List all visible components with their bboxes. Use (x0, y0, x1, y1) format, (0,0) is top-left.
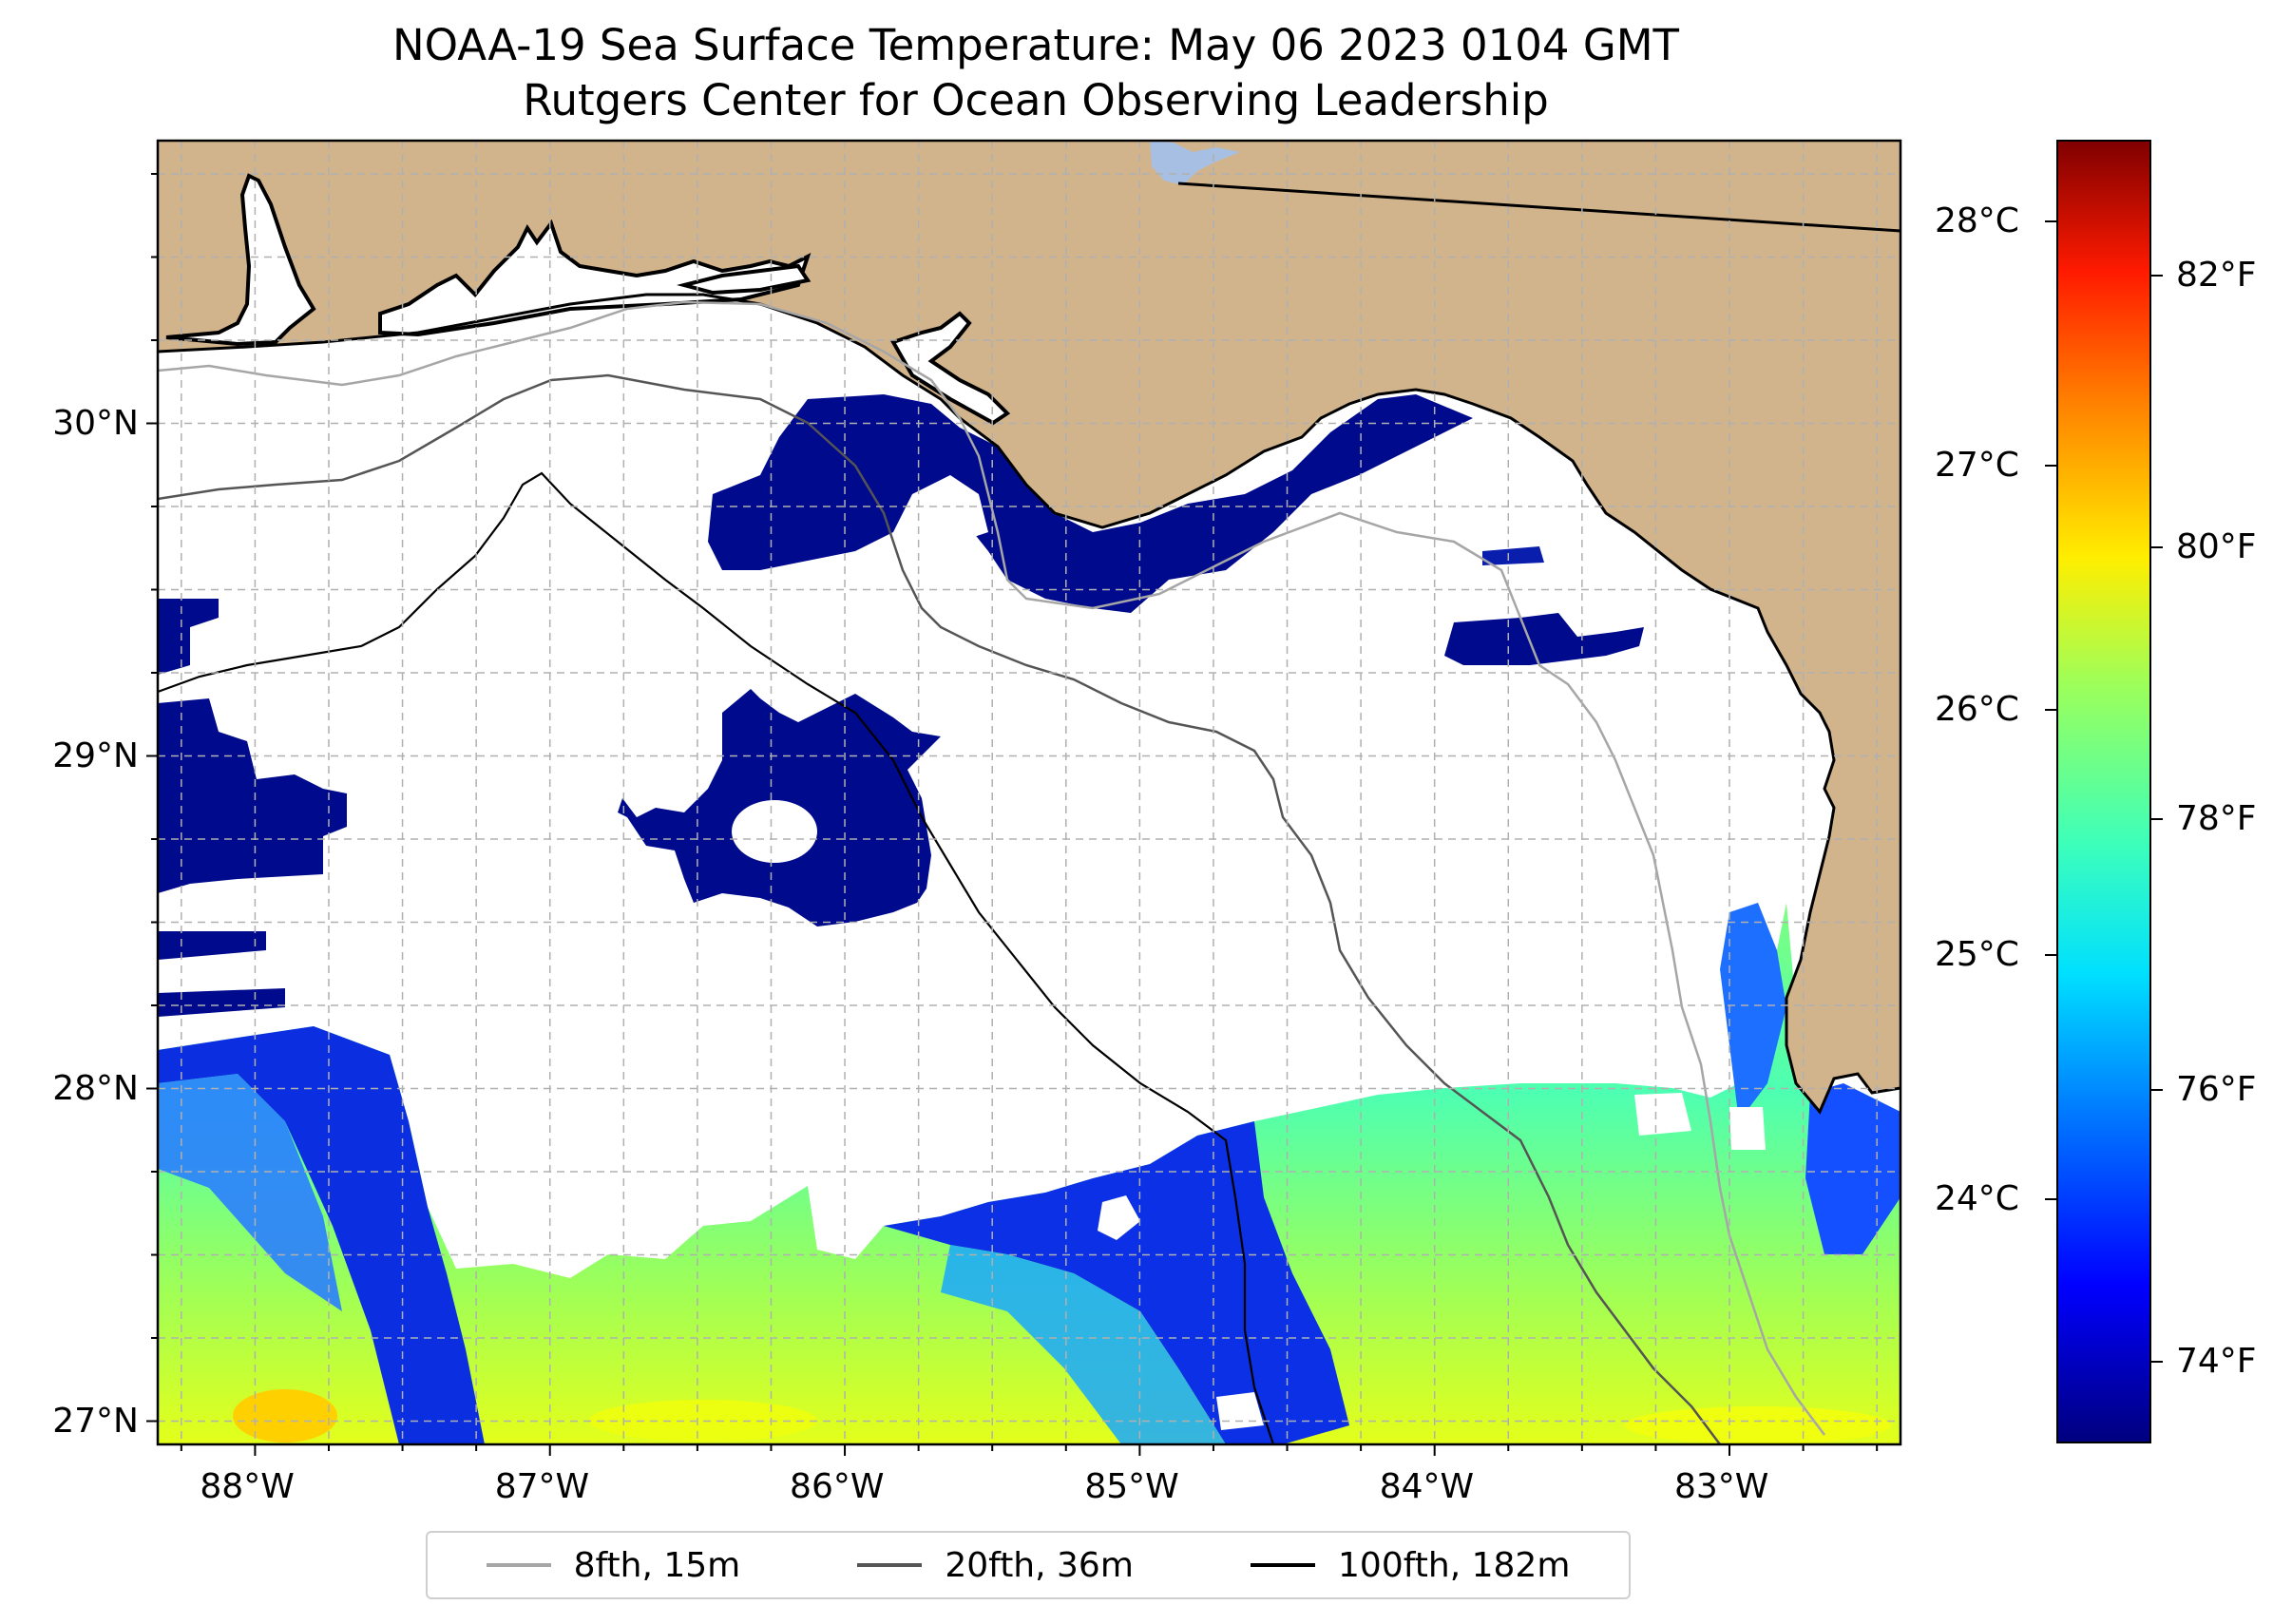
grid-lines (158, 141, 1900, 1444)
colorbar (2056, 140, 2151, 1443)
colorbar-celsius-label: 28°C (1935, 201, 2019, 240)
colorbar-fahrenheit-label: 74°F (2176, 1342, 2257, 1382)
legend-item-100fth: 100fth, 182m (1251, 1546, 1570, 1585)
colorbar-celsius-label: 25°C (1935, 934, 2019, 974)
legend-item-20fth: 20fth, 36m (857, 1546, 1134, 1585)
colorbar-fahrenheit-tick (2151, 274, 2163, 277)
sst-white-hole-central (732, 800, 817, 863)
legend-swatch-8fth (486, 1563, 551, 1567)
contour-8fth (158, 300, 1825, 1436)
lon-tick-label: 86°W (790, 1467, 885, 1506)
legend-label-100fth: 100fth, 182m (1338, 1545, 1571, 1585)
lon-tick-label: 88°W (200, 1467, 295, 1506)
sst-cold-patch-northeast (1444, 613, 1644, 665)
state-border (1177, 182, 1901, 233)
colorbar-celsius-label: 26°C (1935, 690, 2019, 730)
legend-item-8fth: 8fth, 15m (486, 1545, 741, 1585)
colorbar-fahrenheit-label: 82°F (2176, 255, 2257, 295)
lat-tick-label: 29°N (52, 736, 139, 775)
bay-pensacola (378, 219, 812, 337)
sst-hotspot (233, 1389, 337, 1442)
lat-tick-label: 30°N (52, 403, 139, 443)
sst-white-hole-3 (1729, 1107, 1766, 1150)
sst-cold-patch-west-2 (158, 599, 219, 675)
legend-label-20fth: 20fth, 36m (945, 1545, 1134, 1585)
lon-tick-label: 83°W (1674, 1467, 1769, 1506)
colorbar-celsius-label: 27°C (1935, 446, 2019, 485)
sst-cold-patch-northeast-2 (1482, 546, 1544, 565)
sst-warm-band-east (1625, 1406, 1891, 1444)
sst-warm-field (158, 903, 1900, 1444)
sst-cool-band-east (1720, 903, 1786, 1121)
coastline (158, 293, 1900, 1115)
colorbar-fahrenheit-tick (2151, 545, 2163, 548)
sst-white-hole-north (912, 475, 988, 542)
sst-mid-band-central (941, 1245, 1226, 1444)
sst-cold-patch-west (158, 698, 347, 893)
contour-legend: 8fth, 15m 20fth, 36m 100fth, 182m (426, 1531, 1631, 1599)
map-frame (156, 139, 1902, 1446)
colorbar-fahrenheit-tick (2151, 1089, 2163, 1092)
colorbar-fahrenheit-label: 78°F (2176, 798, 2257, 838)
axis-ticks (146, 173, 1879, 1456)
lat-tick-label: 27°N (52, 1401, 139, 1441)
sst-white-hole-1 (1098, 1195, 1140, 1240)
bay-choctawhatchee (677, 263, 812, 296)
lon-tick-label: 87°W (494, 1467, 590, 1506)
legend-label-8fth: 8fth, 15m (573, 1545, 741, 1585)
colorbar-fahrenheit-tick (2151, 817, 2163, 820)
colorbar-fahrenheit-label: 80°F (2176, 526, 2257, 566)
legend-swatch-20fth (857, 1563, 923, 1567)
colorbar-celsius-tick (2045, 709, 2056, 712)
colorbar-celsius-tick (2045, 220, 2056, 222)
lon-tick-label: 85°W (1084, 1467, 1179, 1506)
lat-tick-label: 28°N (52, 1068, 139, 1108)
colorbar-fahrenheit-label: 76°F (2176, 1070, 2257, 1110)
land-mainland (158, 141, 1900, 1112)
sst-white-hole-4 (1634, 1093, 1691, 1136)
colorbar-celsius-label: 24°C (1935, 1178, 2019, 1218)
colorbar-celsius-tick (2045, 465, 2056, 467)
sst-cold-patch-north (708, 394, 1473, 613)
colorbar-celsius-tick (2045, 953, 2056, 956)
contour-20fth (158, 373, 1721, 1444)
sst-cold-patch-west-3 (158, 931, 266, 960)
colorbar-fahrenheit-tick (2151, 1361, 2163, 1364)
sst-cool-band-central (884, 1121, 1349, 1444)
legend-swatch-100fth (1251, 1563, 1316, 1567)
chart-subtitle: Rutgers Center for Ocean Observing Leade… (523, 75, 1549, 125)
sst-cold-patch-west-4 (158, 988, 285, 1017)
bay-mobile (165, 173, 316, 347)
chart-title: NOAA-19 Sea Surface Temperature: May 06 … (392, 20, 1680, 70)
colorbar-celsius-tick (2045, 1197, 2056, 1200)
sst-cool-patch-west (158, 1074, 342, 1311)
lon-tick-label: 84°W (1379, 1467, 1475, 1506)
